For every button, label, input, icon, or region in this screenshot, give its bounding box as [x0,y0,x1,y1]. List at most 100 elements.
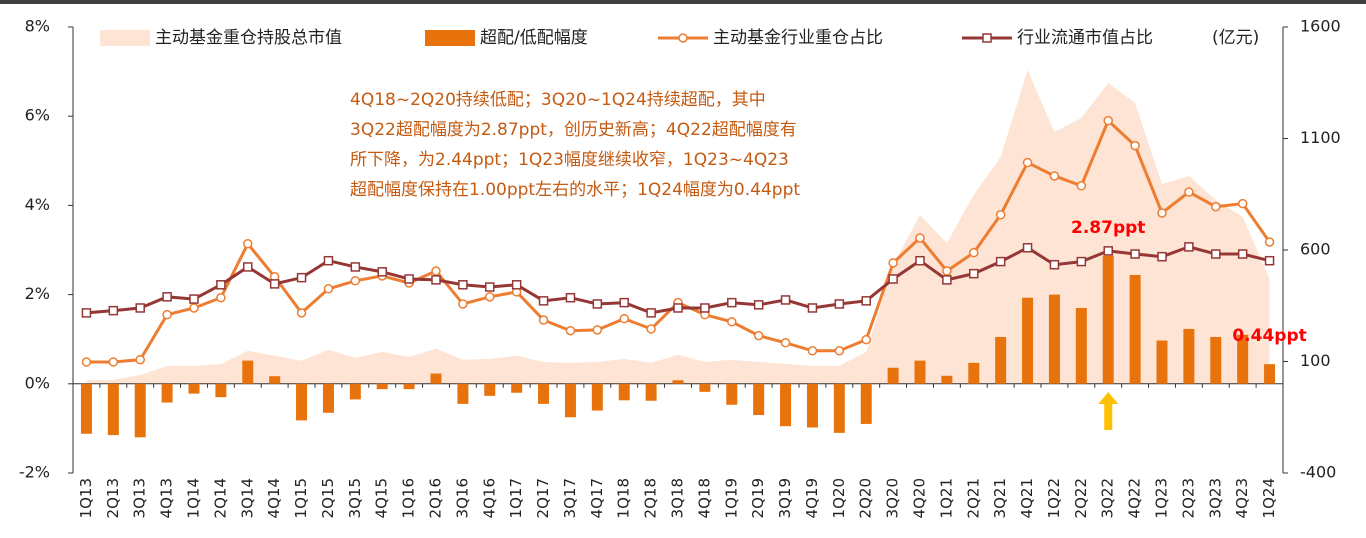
marker [189,303,199,313]
marker [619,297,629,308]
x-tick-label: 2Q18 [642,478,660,518]
marker [1022,157,1033,168]
bar [941,375,953,384]
x-tick-label: 2Q14 [211,478,229,518]
marker [834,346,845,356]
bar [968,362,980,384]
marker [323,284,334,294]
marker [296,308,307,318]
y2-tick-label: 1100 [1300,128,1341,147]
marker [404,274,414,284]
x-tick-label: 4Q20 [911,478,929,518]
marker [1184,187,1194,197]
marker [162,309,172,320]
bar [1237,334,1249,384]
marker [592,299,603,309]
x-tick-label: 4Q23 [1233,478,1251,518]
x-tick-label: 4Q17 [588,478,606,518]
marker [807,346,818,356]
marker [888,274,898,284]
marker [323,255,334,266]
bar [780,383,792,427]
marker [350,262,361,272]
marker [1130,249,1140,259]
x-tick-label: 2Q19 [749,478,767,518]
x-tick-label: 1Q14 [185,478,203,518]
marker [458,299,468,309]
x-tick-label: 4Q22 [1126,478,1144,518]
value-label: 0.44ppt [1232,326,1306,346]
marker [135,303,145,313]
marker [565,292,576,303]
value-label: 2.87ppt [1071,218,1145,238]
y2-tick-label: -400 [1300,463,1336,482]
marker [350,276,361,286]
x-tick-label: 3Q14 [238,478,256,518]
marker [135,354,145,365]
x-tick-label: 1Q13 [77,478,95,518]
marker [807,303,818,313]
marker [538,315,549,325]
marker [1157,251,1167,262]
marker [485,292,495,302]
bar [806,383,818,428]
bar [484,383,496,396]
marker [485,282,495,292]
bar [1156,340,1168,384]
annotation: 3Q22超配幅度为2.87ppt，创历史新高；4Q22超配幅度有 [350,120,797,140]
highlight-arrow [1098,392,1119,430]
bar [80,383,92,434]
marker [108,357,119,367]
marker [995,210,1006,220]
marker [216,280,226,290]
x-tick-label: 2Q21 [964,478,982,518]
bar [1129,274,1141,384]
x-tick-label: 2Q20 [857,478,875,518]
marker [727,297,737,308]
bar [403,383,415,390]
bar [376,383,388,390]
bar [618,383,630,401]
x-tick-label: 3Q13 [131,478,149,518]
bar [833,383,845,433]
y-tick-label: 8% [25,17,50,36]
x-tick-label: 3Q17 [561,478,579,518]
y-tick-label: 2% [25,284,50,303]
marker [431,266,441,276]
y-tick-label: -2% [19,463,50,482]
bar [1264,364,1276,384]
x-tick-label: 4Q14 [265,478,283,518]
marker [565,325,576,336]
x-tick-label: 2Q16 [427,478,445,518]
marker [1157,208,1167,218]
marker [727,317,737,327]
x-tick-label: 1Q19 [722,478,740,518]
legend-swatch [425,30,475,46]
x-tick-label: 3Q19 [776,478,794,518]
x-tick-label: 1Q23 [1153,478,1171,518]
x-tick-label: 1Q16 [400,478,418,518]
marker [1264,255,1275,266]
y2-tick-label: 100 [1300,351,1331,370]
legend-marker [982,33,992,43]
bar [269,376,281,384]
bar [860,383,872,424]
marker [243,262,253,272]
bar [511,383,523,393]
x-tick-label: 4Q15 [373,478,391,518]
bar [242,360,254,384]
marker [81,308,92,318]
x-tick-label: 3Q23 [1206,478,1224,518]
marker [1049,259,1060,270]
marker [243,239,253,249]
x-tick-label: 4Q21 [1018,478,1036,518]
marker [834,299,845,309]
bar [349,383,361,400]
x-tick-label: 2Q15 [319,478,337,518]
marker [969,247,979,258]
marker [592,325,603,335]
bar [1048,294,1060,384]
x-tick-label: 3Q21 [991,478,1009,518]
bar [753,383,765,416]
